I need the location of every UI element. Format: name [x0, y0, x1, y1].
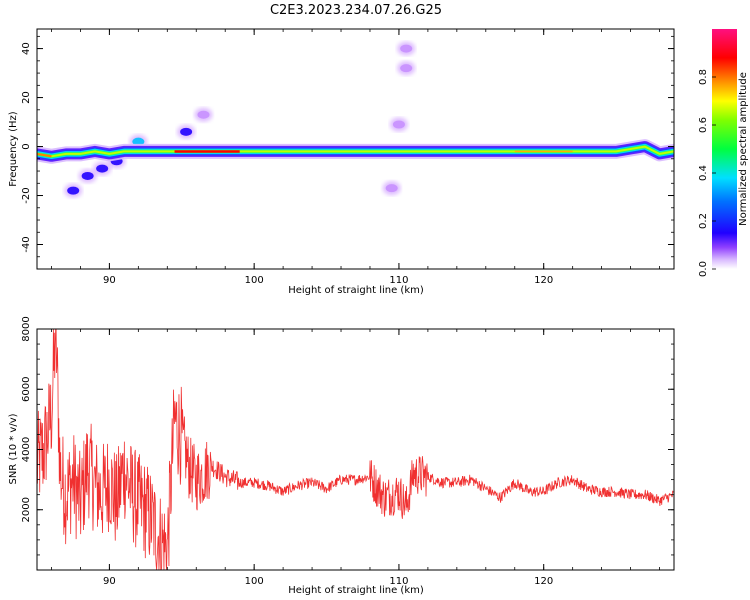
x-tick-label: 100: [245, 576, 264, 587]
y-tick-label: 2000: [21, 497, 32, 522]
heatmap-blob: [132, 137, 145, 146]
x-tick-label: 90: [103, 576, 116, 587]
y-tick-label: 6000: [21, 377, 32, 402]
top-x-ticks: 90 100 110 120: [51, 29, 660, 286]
heatmap-blob: [197, 110, 210, 119]
colorbar-tick-label: 0.8: [698, 69, 709, 85]
y-tick-label: 0: [21, 143, 32, 149]
spectrogram-frame: [36, 28, 675, 270]
heatmap-blob: [67, 186, 80, 195]
x-tick-label: 110: [389, 576, 408, 587]
heatmap-blob: [400, 44, 413, 53]
x-tick-label: 90: [103, 275, 116, 286]
colorbar-ticks: 0.0 0.2 0.4 0.6 0.8: [698, 69, 716, 277]
top-y-ticks: -40 -20 0 20 40: [21, 35, 674, 270]
spectrogram-panel: 90 100 110 120 -40 -20 0 20 40 Height of straig…: [8, 28, 675, 296]
snr-frame: [36, 328, 675, 571]
x-tick-label: 110: [389, 275, 408, 286]
y-tick-label: 4000: [21, 437, 32, 462]
heatmap-blob: [180, 127, 193, 136]
bottom-x-ticks: 90 100 110 120: [51, 329, 660, 587]
y-tick-label: -20: [21, 187, 32, 203]
snr-panel: 90 100 110 120 2000 4000 6000 8000 Height of s…: [8, 316, 675, 596]
x-tick-label: 120: [534, 275, 553, 286]
colorbar-tick-label: 0.4: [698, 165, 709, 181]
y-tick-label: 20: [21, 91, 32, 104]
bottom-y-axis-label: SNR (10 * v/v): [8, 413, 19, 484]
y-tick-label: -40: [21, 236, 32, 252]
figure-title: C2E3.2023.234.07.26.G25: [270, 3, 442, 18]
heatmap-ridge: [37, 139, 674, 164]
heatmap-blob: [81, 171, 94, 180]
colorbar-tick-label: 0.0: [698, 261, 709, 277]
heatmap-blob: [392, 120, 405, 129]
colorbar-gradient: [712, 29, 737, 269]
heatmap-blob: [96, 164, 109, 173]
heatmap-blob: [385, 184, 398, 193]
colorbar-tick-label: 0.2: [698, 213, 709, 229]
snr-series-line: [37, 329, 674, 570]
bottom-y-ticks: 2000 4000 6000 8000: [21, 316, 674, 556]
y-tick-label: 8000: [21, 316, 32, 341]
spectrogram-image: [37, 41, 674, 198]
heatmap-ridge-peak: [37, 152, 52, 158]
x-tick-label: 120: [534, 576, 553, 587]
colorbar-label: Normalized spectral amplitude: [738, 72, 749, 226]
heatmap-blob: [400, 64, 413, 73]
bottom-x-axis-label: Height of straight line (km): [288, 585, 424, 596]
colorbar: 0.0 0.2 0.4 0.6 0.8 Normalized spectral ampl…: [698, 29, 749, 277]
top-y-axis-label: Frequency (Hz): [8, 111, 19, 187]
heatmap-blobs: [64, 41, 416, 198]
y-tick-label: 40: [21, 42, 32, 55]
top-x-axis-label: Height of straight line (km): [288, 285, 424, 296]
colorbar-tick-label: 0.6: [698, 117, 709, 133]
x-tick-label: 100: [245, 275, 264, 286]
